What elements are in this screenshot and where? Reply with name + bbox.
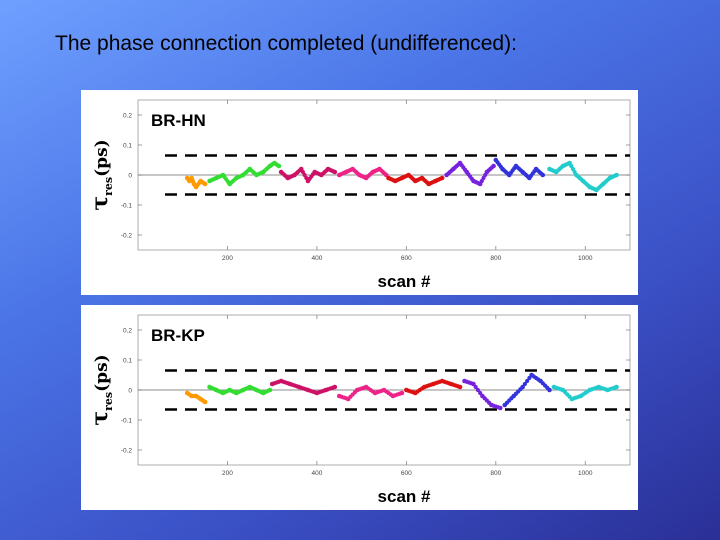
data-point <box>399 390 405 396</box>
data-series <box>207 160 282 187</box>
x-tick-label: 600 <box>401 255 412 262</box>
data-series <box>444 160 496 187</box>
data-point <box>473 384 478 390</box>
data-point <box>332 384 338 390</box>
data-point <box>614 172 619 178</box>
x-tick-label: 400 <box>311 470 322 477</box>
data-series <box>386 172 445 187</box>
y-tick-label: -0.2 <box>121 233 133 240</box>
y-axis-label: τres(ps) <box>87 354 115 425</box>
data-point <box>520 384 525 390</box>
data-series <box>502 372 552 408</box>
x-tick-label: 800 <box>490 255 501 262</box>
x-axis-label: scan # <box>378 272 431 291</box>
y-tick-label: 0 <box>128 173 132 180</box>
y-tick-label: -0.2 <box>121 448 133 455</box>
data-series <box>336 166 389 181</box>
chart-br-kp: 0.2 0.1 0 -0.1 -0.2 200 400 600 800 1000 BR-KP scan… <box>87 314 631 506</box>
data-point <box>497 405 503 411</box>
data-series <box>462 378 503 411</box>
data-series <box>547 160 619 193</box>
y-axis-symbol: τ <box>87 411 113 426</box>
x-tick-label: 1000 <box>578 255 593 262</box>
data-point <box>547 387 552 393</box>
data-point <box>202 181 208 187</box>
data-point <box>525 378 530 384</box>
data-point <box>332 169 338 175</box>
data-point <box>457 384 463 390</box>
x-tick-label: 400 <box>311 255 322 262</box>
x-tick-label: 200 <box>222 470 233 477</box>
data-point <box>276 163 282 169</box>
y-axis-label: τres(ps) <box>87 139 115 210</box>
x-tick-label: 1000 <box>578 470 593 477</box>
data-point <box>439 175 445 181</box>
data-series <box>207 384 273 396</box>
chart-panel-br-hn: 0.2 0.1 0 -0.1 -0.2 200 400 600 800 1000 BR-HN scan… <box>81 90 638 295</box>
y-axis-unit: (ps) <box>92 354 112 392</box>
x-tick-label: 600 <box>401 470 412 477</box>
chart-panel-br-kp: 0.2 0.1 0 -0.1 -0.2 200 400 600 800 1000 BR-KP scan… <box>81 305 638 510</box>
data-series <box>184 175 208 190</box>
y-axis-subscript: res <box>102 392 115 411</box>
data-point <box>522 381 527 387</box>
data-point <box>614 384 619 390</box>
y-tick-label: 0.1 <box>123 358 132 365</box>
y-tick-label: 0.1 <box>123 143 132 150</box>
y-axis-symbol: τ <box>87 196 113 211</box>
y-axis-subscript: res <box>102 177 115 196</box>
y-tick-label: -0.1 <box>121 203 133 210</box>
data-point <box>491 163 496 169</box>
data-point <box>202 399 208 405</box>
data-series <box>493 157 546 181</box>
data-point <box>267 387 273 393</box>
y-axis-unit: (ps) <box>92 139 112 177</box>
y-tick-label: 0 <box>128 388 132 395</box>
y-tick-label: -0.1 <box>121 418 133 425</box>
data-series <box>336 384 405 402</box>
x-axis-label: scan # <box>378 487 431 506</box>
y-tick-label: 0.2 <box>123 328 132 335</box>
data-series <box>551 384 619 402</box>
data-point <box>471 381 476 387</box>
data-series <box>269 378 338 396</box>
data-series <box>278 166 338 184</box>
x-tick-label: 200 <box>222 255 233 262</box>
chart-title: BR-HN <box>151 111 206 130</box>
slide-title: The phase connection completed (undiffer… <box>55 32 517 55</box>
x-tick-label: 800 <box>490 470 501 477</box>
data-point <box>540 172 546 178</box>
chart-br-hn: 0.2 0.1 0 -0.1 -0.2 200 400 600 800 1000 BR-HN scan… <box>87 99 631 291</box>
chart-title: BR-KP <box>151 326 205 345</box>
data-point <box>475 387 481 393</box>
data-series <box>184 390 208 405</box>
data-series <box>404 378 463 396</box>
y-tick-label: 0.2 <box>123 113 132 120</box>
